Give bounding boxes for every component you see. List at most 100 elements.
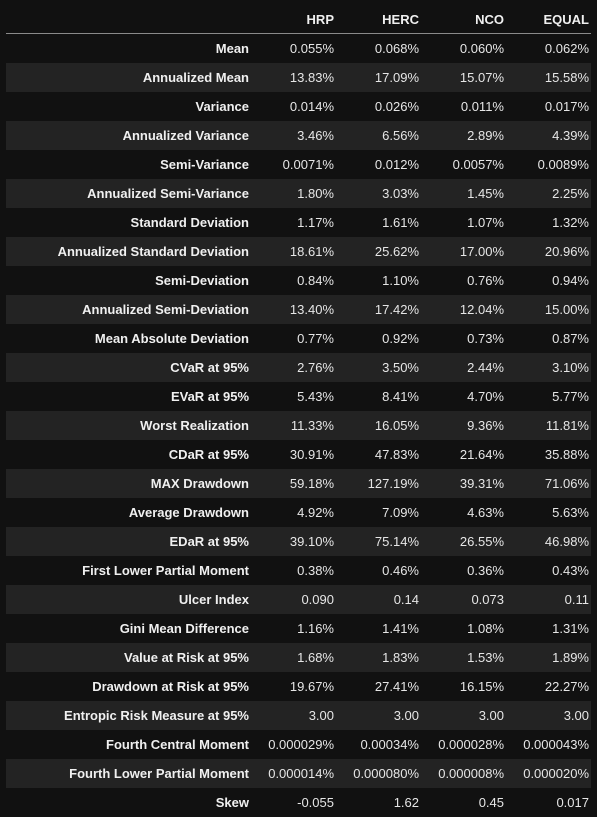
column-header-equal: EQUAL — [506, 5, 591, 34]
table-cell: 0.38% — [251, 556, 336, 585]
table-cell: 2.89% — [421, 121, 506, 150]
table-cell: 13.83% — [251, 63, 336, 92]
table-cell: 0.000028% — [421, 730, 506, 759]
row-label: Worst Realization — [6, 411, 251, 440]
column-header-hrp: HRP — [251, 5, 336, 34]
row-label: Annualized Semi-Deviation — [6, 295, 251, 324]
table-cell: 0.000029% — [251, 730, 336, 759]
table-cell: 6.56% — [336, 121, 421, 150]
table-cell: 3.10% — [506, 353, 591, 382]
row-label: Standard Deviation — [6, 208, 251, 237]
table-cell: 0.000043% — [506, 730, 591, 759]
table-cell: 0.11 — [506, 585, 591, 614]
table-cell: 127.19% — [336, 469, 421, 498]
row-label: Semi-Deviation — [6, 266, 251, 295]
row-label: Fourth Lower Partial Moment — [6, 759, 251, 788]
row-label: Mean — [6, 34, 251, 64]
table-cell: 1.10% — [336, 266, 421, 295]
table-cell: 16.15% — [421, 672, 506, 701]
row-label: Value at Risk at 95% — [6, 643, 251, 672]
table-cell: 17.00% — [421, 237, 506, 266]
table-cell: 2.44% — [421, 353, 506, 382]
table-cell: 1.08% — [421, 614, 506, 643]
row-label: Average Drawdown — [6, 498, 251, 527]
table-header: HRP HERC NCO EQUAL — [6, 5, 591, 34]
table-cell: 1.53% — [421, 643, 506, 672]
table-cell: 20.96% — [506, 237, 591, 266]
table-cell: 18.61% — [251, 237, 336, 266]
header-row: HRP HERC NCO EQUAL — [6, 5, 591, 34]
row-label: Annualized Variance — [6, 121, 251, 150]
table-cell: 21.64% — [421, 440, 506, 469]
table-cell: 4.39% — [506, 121, 591, 150]
table-cell: 15.07% — [421, 63, 506, 92]
table-cell: 5.63% — [506, 498, 591, 527]
table-cell: 0.00034% — [336, 730, 421, 759]
row-label: Annualized Semi-Variance — [6, 179, 251, 208]
row-label: Mean Absolute Deviation — [6, 324, 251, 353]
row-label: EDaR at 95% — [6, 527, 251, 556]
row-label: CVaR at 95% — [6, 353, 251, 382]
table-cell: -0.055 — [251, 788, 336, 817]
table-cell: 0.76% — [421, 266, 506, 295]
table-cell: 1.07% — [421, 208, 506, 237]
row-label: Semi-Variance — [6, 150, 251, 179]
table-cell: 0.012% — [336, 150, 421, 179]
table-cell: 3.00 — [251, 701, 336, 730]
table-cell: 1.80% — [251, 179, 336, 208]
table-cell: 0.000080% — [336, 759, 421, 788]
table-cell: 4.63% — [421, 498, 506, 527]
table-cell: 0.000020% — [506, 759, 591, 788]
table-cell: 0.77% — [251, 324, 336, 353]
table-cell: 1.83% — [336, 643, 421, 672]
table-cell: 22.27% — [506, 672, 591, 701]
row-label: Gini Mean Difference — [6, 614, 251, 643]
table-cell: 11.81% — [506, 411, 591, 440]
table-cell: 75.14% — [336, 527, 421, 556]
row-label: Drawdown at Risk at 95% — [6, 672, 251, 701]
table-cell: 12.04% — [421, 295, 506, 324]
table-cell: 1.31% — [506, 614, 591, 643]
table-cell: 0.014% — [251, 92, 336, 121]
table-cell: 30.91% — [251, 440, 336, 469]
table-cell: 0.000014% — [251, 759, 336, 788]
row-label: Annualized Standard Deviation — [6, 237, 251, 266]
table-cell: 17.09% — [336, 63, 421, 92]
table-cell: 5.43% — [251, 382, 336, 411]
table-cell: 5.77% — [506, 382, 591, 411]
row-label: MAX Drawdown — [6, 469, 251, 498]
table-cell: 4.70% — [421, 382, 506, 411]
table-cell: 0.45 — [421, 788, 506, 817]
table-cell: 0.0089% — [506, 150, 591, 179]
table-cell: 39.31% — [421, 469, 506, 498]
table-cell: 0.026% — [336, 92, 421, 121]
index-header — [6, 5, 251, 34]
row-label: Ulcer Index — [6, 585, 251, 614]
table-cell: 2.25% — [506, 179, 591, 208]
table-cell: 3.00 — [336, 701, 421, 730]
table-cell: 39.10% — [251, 527, 336, 556]
table-cell: 0.011% — [421, 92, 506, 121]
table-cell: 0.068% — [336, 34, 421, 64]
table-cell: 0.43% — [506, 556, 591, 585]
table-cell: 59.18% — [251, 469, 336, 498]
table-cell: 11.33% — [251, 411, 336, 440]
row-label: CDaR at 95% — [6, 440, 251, 469]
table-cell: 0.062% — [506, 34, 591, 64]
